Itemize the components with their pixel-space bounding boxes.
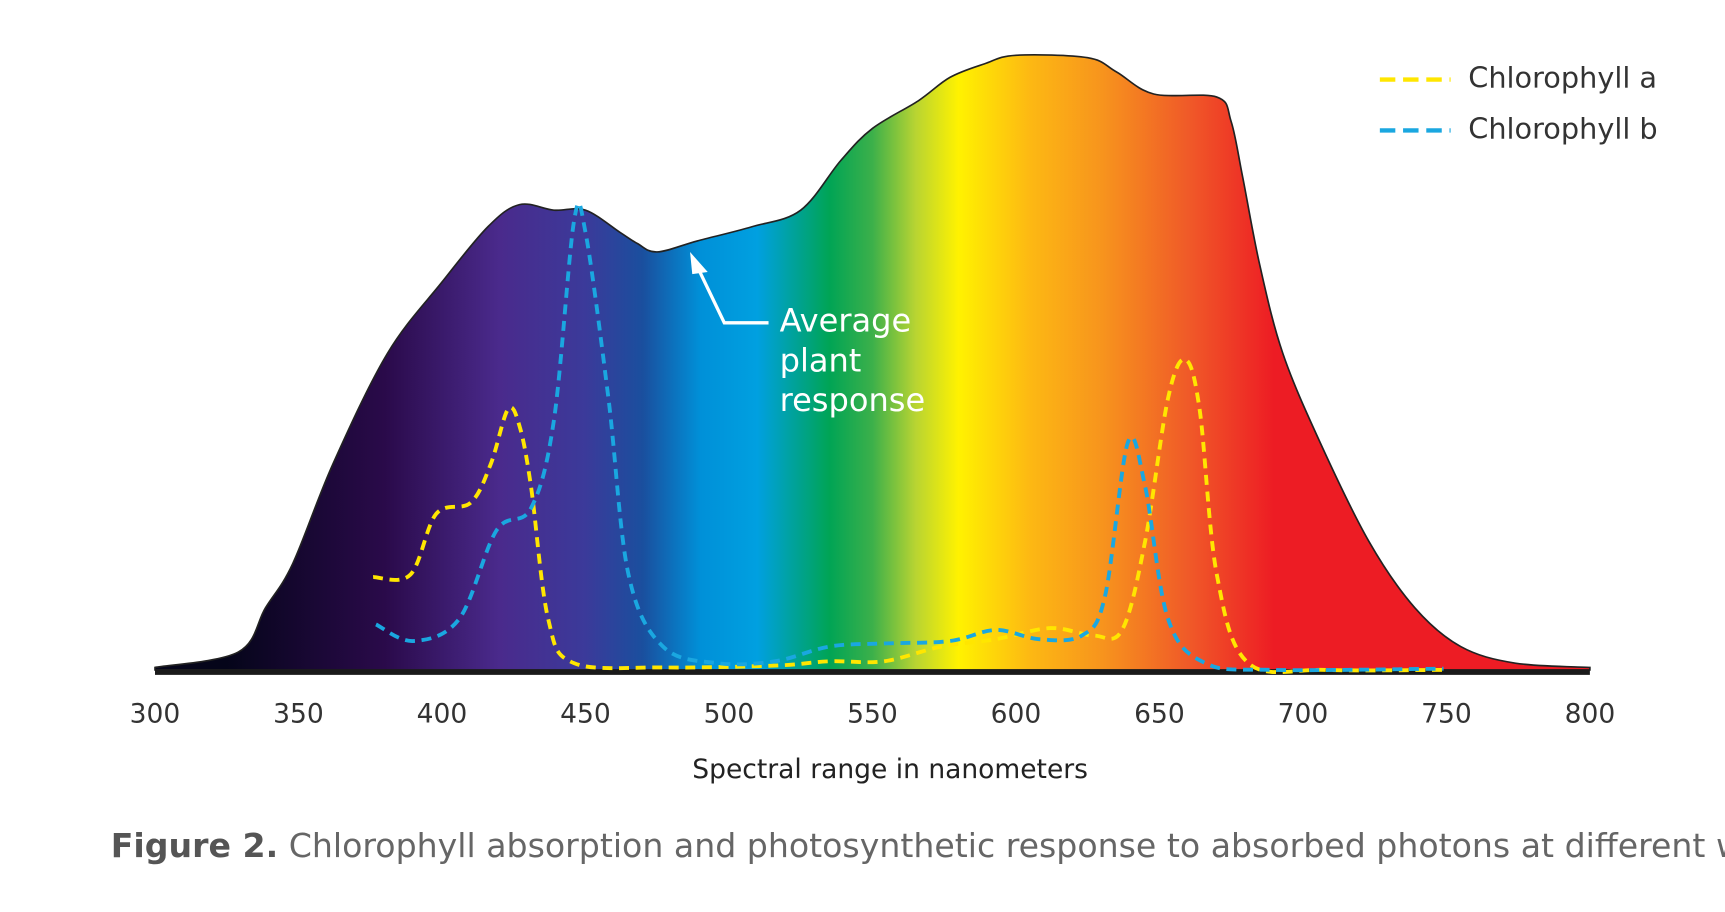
x-tick-label: 600	[991, 699, 1042, 730]
x-tick-label: 750	[1421, 699, 1472, 730]
caption-label: Figure 2.	[111, 825, 278, 864]
x-tick-label: 550	[847, 699, 898, 730]
x-axis-label: Spectral range in nanometers	[692, 754, 1088, 785]
series-line	[372, 357, 1444, 674]
caption: Figure 2. Chlorophyll absorption and pho…	[111, 825, 1725, 864]
legend-label: Chlorophyll b	[1468, 111, 1657, 145]
response-area	[154, 54, 1591, 671]
series-line	[375, 201, 1444, 673]
annotation-box: Average plant response	[779, 301, 926, 419]
arrow-line	[695, 264, 769, 325]
legend-label: Chlorophyll a	[1468, 61, 1657, 95]
x-tick-label: 350	[273, 699, 324, 730]
x-tick-label: 650	[1134, 699, 1185, 730]
x-tick-label: 300	[130, 699, 181, 730]
x-tick-label: 450	[560, 699, 611, 730]
caption-text: Chlorophyll absorption and photosyntheti…	[289, 825, 1725, 864]
x-tick-label: 400	[417, 699, 468, 730]
x-tick-label: 500	[704, 699, 755, 730]
arrow-head	[690, 252, 708, 275]
annotation: Average plant response	[779, 301, 926, 419]
plot-area: Chlorophyll a Chlorophyll b 300 350 400 450 50…	[130, 54, 1658, 730]
annotation-arrow	[690, 252, 769, 325]
x-tick-label: 800	[1565, 699, 1616, 730]
x-tick-label: 700	[1278, 699, 1329, 730]
